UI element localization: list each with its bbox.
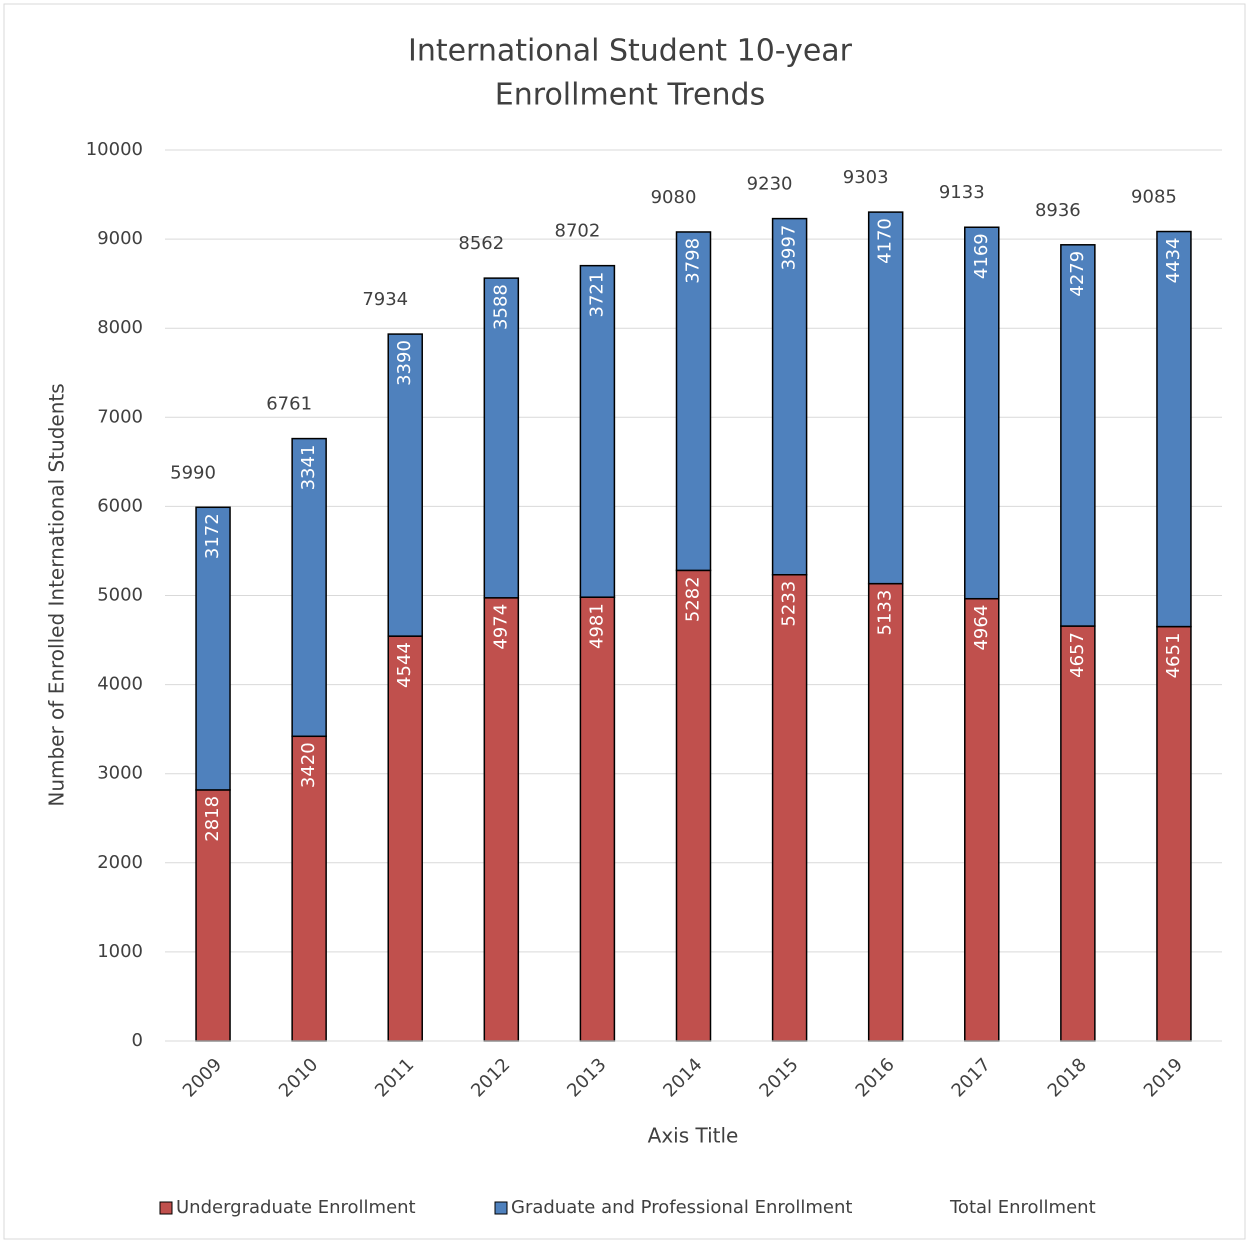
data-label: 4651 — [1163, 633, 1184, 679]
y-tick-label: 2000 — [97, 852, 143, 873]
data-label: 3721 — [586, 272, 607, 318]
legend-swatch — [159, 1201, 173, 1215]
data-label: 4964 — [971, 605, 992, 651]
y-tick-label: 5000 — [97, 585, 143, 606]
bar-segment — [195, 789, 231, 1042]
data-label: 4657 — [1067, 632, 1088, 678]
data-label: 3997 — [779, 225, 800, 271]
data-label: 4169 — [971, 233, 992, 279]
y-tick-label: 7000 — [97, 406, 143, 427]
total-label: 8562 — [458, 233, 504, 254]
data-label: 2818 — [202, 796, 223, 842]
bar-segment — [387, 635, 423, 1042]
chart-title: Enrollment Trends — [495, 78, 765, 113]
data-label: 4974 — [490, 604, 511, 650]
chart-border — [3, 3, 1246, 1240]
bar-segment — [771, 573, 808, 1042]
data-label: 3798 — [683, 238, 704, 284]
data-label: 5133 — [875, 590, 896, 636]
bar-segment — [675, 231, 712, 572]
y-tick-label: 9000 — [97, 228, 143, 249]
total-label: 5990 — [170, 462, 216, 483]
total-label: 6761 — [266, 394, 312, 415]
y-tick-label: 8000 — [97, 317, 143, 338]
y-tick-label: 1000 — [97, 941, 143, 962]
y-tick-label: 10000 — [86, 139, 143, 160]
bar-segment — [483, 597, 520, 1042]
data-label: 3390 — [394, 340, 415, 386]
bar-segment — [867, 582, 904, 1042]
y-tick-label: 6000 — [97, 495, 143, 516]
bar-segment — [1156, 625, 1192, 1042]
total-label: 9230 — [747, 174, 793, 195]
bar-segment — [964, 226, 1000, 600]
legend-label: Graduate and Professional Enrollment — [511, 1197, 852, 1218]
data-label: 4170 — [875, 218, 896, 264]
bar-segment — [483, 277, 520, 599]
bar-segment — [1156, 230, 1192, 628]
total-label: 9080 — [651, 187, 697, 208]
chart-title: International Student 10-year — [408, 34, 853, 69]
bar-segment — [675, 569, 712, 1042]
bar-segment — [291, 437, 327, 738]
data-label: 3172 — [202, 513, 223, 559]
total-label: 8936 — [1035, 200, 1081, 221]
data-label: 4544 — [394, 642, 415, 688]
data-label: 5233 — [779, 581, 800, 627]
bar-segment — [579, 264, 616, 598]
bar-segment — [195, 506, 231, 791]
data-label: 3588 — [490, 284, 511, 330]
bar-segment — [1060, 244, 1096, 627]
bar-segment — [1060, 625, 1096, 1042]
data-label: 4279 — [1067, 251, 1088, 297]
bar-segment — [579, 596, 616, 1042]
total-label: 9133 — [939, 182, 985, 203]
legend-label: Total Enrollment — [949, 1197, 1096, 1218]
bar-segment — [291, 735, 327, 1042]
data-label: 3341 — [298, 445, 319, 491]
data-label: 5282 — [683, 576, 704, 622]
legend-swatch — [494, 1201, 508, 1215]
bar-segment — [771, 217, 808, 576]
bar-segment — [964, 597, 1000, 1042]
total-label: 9303 — [843, 167, 889, 188]
bar-segment — [387, 333, 423, 637]
data-label: 4981 — [586, 603, 607, 649]
y-tick-label: 4000 — [97, 674, 143, 695]
total-label: 8702 — [555, 221, 601, 242]
total-label: 9085 — [1131, 187, 1177, 208]
legend-label: Undergraduate Enrollment — [176, 1197, 416, 1218]
data-label: 3420 — [298, 742, 319, 788]
y-axis-title: Number of Enrolled International Student… — [45, 383, 69, 806]
total-label: 7934 — [362, 289, 408, 310]
y-tick-label: 3000 — [97, 763, 143, 784]
x-axis-title: Axis Title — [648, 1124, 739, 1148]
data-label: 4434 — [1163, 238, 1184, 284]
y-tick-label: 0 — [132, 1030, 143, 1051]
bar-segment — [867, 211, 904, 585]
